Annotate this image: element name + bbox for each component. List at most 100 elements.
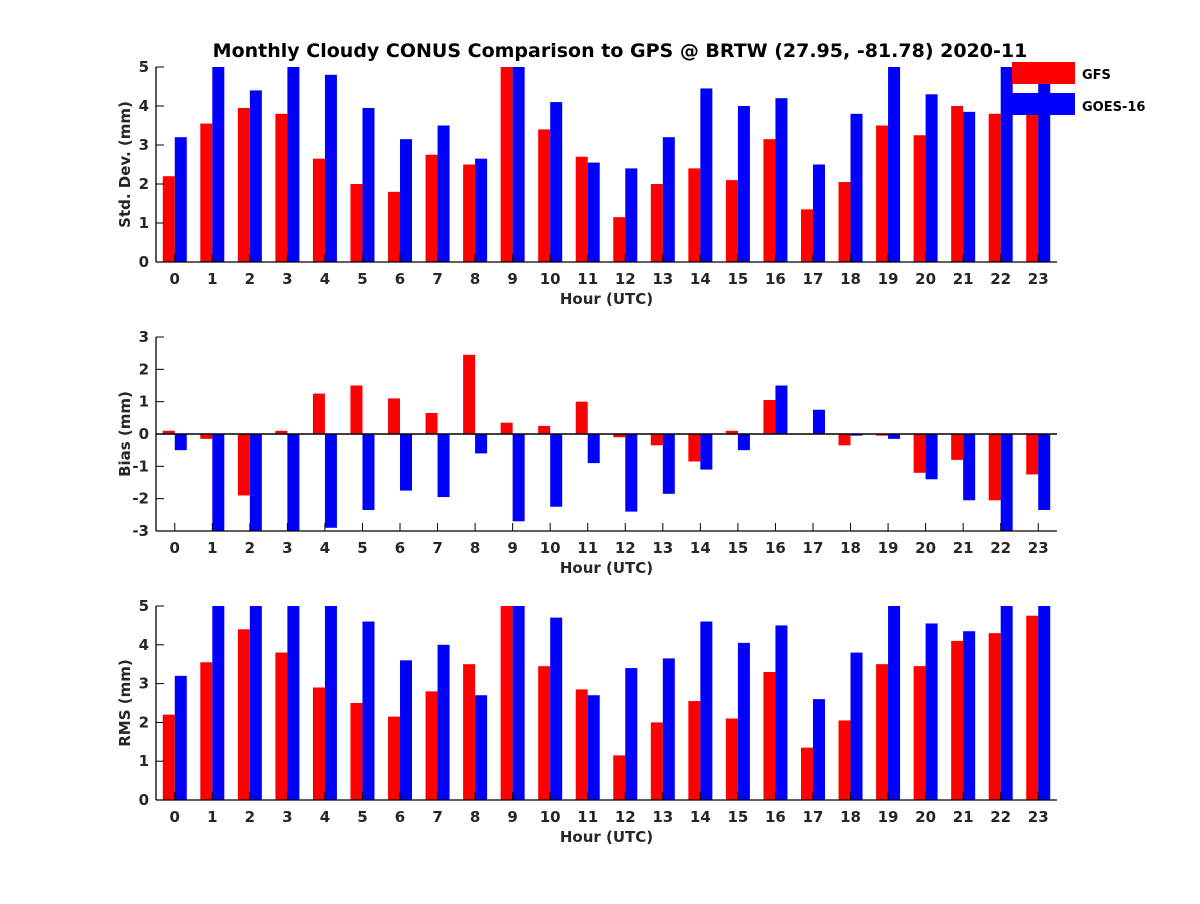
bar-goes-16-hour-14 — [700, 434, 713, 470]
bar-gfs-hour-15 — [725, 430, 738, 434]
bar-gfs-hour-3 — [275, 430, 288, 434]
x-tick-label: 17 — [803, 270, 824, 288]
bar-goes-16-hour-14 — [700, 88, 713, 262]
x-tick-label: 19 — [878, 539, 899, 557]
bar-gfs-hour-9 — [500, 422, 513, 434]
x-tick-label: 16 — [765, 270, 786, 288]
bar-goes-16-hour-9 — [512, 606, 525, 800]
bar-goes-16-hour-10 — [550, 434, 563, 507]
bar-gfs-hour-11 — [575, 689, 588, 800]
bar-gfs-hour-22 — [988, 633, 1001, 800]
bar-goes-16-hour-18 — [850, 652, 863, 800]
x-tick-label: 5 — [357, 270, 367, 288]
bar-gfs-hour-20 — [913, 666, 926, 800]
bar-goes-16-hour-15 — [737, 642, 750, 800]
bar-goes-16-hour-17 — [812, 164, 825, 262]
bar-gfs-hour-8 — [463, 354, 476, 434]
bar-gfs-hour-19 — [876, 664, 889, 800]
y-tick-label: 1 — [139, 214, 149, 232]
y-tick-label: 1 — [139, 752, 149, 770]
bar-goes-16-hour-4 — [324, 74, 337, 262]
bar-goes-16-hour-0 — [174, 675, 187, 800]
bar-gfs-hour-21 — [951, 106, 964, 262]
bar-gfs-hour-2 — [237, 107, 250, 262]
x-tick-label: 23 — [1028, 808, 1049, 826]
bar-goes-16-hour-16 — [775, 98, 788, 262]
x-tick-label: 21 — [953, 270, 974, 288]
x-axis-label: Hour (UTC) — [560, 828, 653, 846]
bar-gfs-hour-9 — [500, 606, 513, 800]
bar-goes-16-hour-7 — [437, 644, 450, 800]
bar-goes-16-hour-22 — [1000, 67, 1013, 262]
y-tick-label: 1 — [139, 393, 149, 411]
bar-gfs-hour-11 — [575, 401, 588, 434]
bar-gfs-hour-11 — [575, 156, 588, 262]
bar-goes-16-hour-8 — [475, 158, 488, 262]
x-tick-label: 12 — [615, 539, 636, 557]
chart-legend: GFS GOES-16 — [1012, 62, 1145, 115]
bar-goes-16-hour-11 — [587, 695, 600, 800]
x-tick-label: 21 — [953, 808, 974, 826]
x-tick-label: 17 — [803, 539, 824, 557]
chart-title: Monthly Cloudy CONUS Comparison to GPS @… — [213, 40, 1028, 62]
bar-goes-16-hour-15 — [737, 106, 750, 262]
bar-goes-16-hour-8 — [475, 434, 488, 454]
y-axis-label: Bias (mm) — [116, 391, 134, 477]
bar-gfs-hour-22 — [988, 113, 1001, 262]
y-tick-label: 2 — [139, 175, 149, 193]
x-tick-label: 9 — [507, 270, 517, 288]
x-tick-label: 6 — [395, 808, 405, 826]
x-tick-label: 3 — [282, 808, 292, 826]
bar-gfs-hour-2 — [237, 434, 250, 496]
x-tick-label: 20 — [915, 808, 936, 826]
y-tick-label: 0 — [139, 253, 149, 271]
bar-goes-16-hour-2 — [249, 90, 262, 263]
bar-goes-16-hour-20 — [925, 623, 938, 800]
bar-goes-16-hour-21 — [963, 434, 976, 501]
x-tick-label: 23 — [1028, 539, 1049, 557]
y-tick-label: 0 — [139, 425, 149, 443]
x-tick-label: 6 — [395, 270, 405, 288]
x-tick-label: 18 — [840, 808, 861, 826]
y-tick-label: 2 — [139, 713, 149, 731]
x-tick-label: 18 — [840, 539, 861, 557]
bar-gfs-hour-4 — [312, 158, 325, 262]
bar-goes-16-hour-2 — [249, 434, 262, 531]
bar-gfs-hour-7 — [425, 691, 438, 800]
y-tick-label: 3 — [139, 328, 149, 346]
bar-goes-16-hour-20 — [925, 94, 938, 262]
x-tick-label: 2 — [245, 270, 255, 288]
bar-goes-16-hour-1 — [212, 67, 225, 262]
y-axis-label: RMS (mm) — [116, 659, 134, 746]
bar-gfs-hour-3 — [275, 113, 288, 262]
x-tick-label: 4 — [320, 808, 330, 826]
x-tick-label: 7 — [432, 808, 442, 826]
bar-goes-16-hour-5 — [362, 621, 375, 800]
y-tick-label: 4 — [139, 97, 149, 115]
bar-goes-16-hour-5 — [362, 107, 375, 262]
bar-gfs-hour-1 — [200, 662, 213, 800]
bar-goes-16-hour-10 — [550, 102, 563, 262]
bar-goes-16-hour-9 — [512, 434, 525, 522]
bar-gfs-hour-10 — [538, 425, 551, 434]
bar-gfs-hour-21 — [951, 434, 964, 460]
bar-gfs-hour-6 — [388, 398, 401, 434]
bar-goes-16-hour-16 — [775, 385, 788, 434]
x-tick-label: 1 — [207, 270, 217, 288]
bar-gfs-hour-15 — [725, 180, 738, 262]
bar-goes-16-hour-15 — [737, 434, 750, 451]
y-tick-label: 5 — [139, 58, 149, 76]
bar-goes-16-hour-13 — [662, 658, 675, 800]
x-tick-label: 11 — [577, 539, 598, 557]
bar-gfs-hour-7 — [425, 412, 438, 434]
bar-goes-16-hour-21 — [963, 111, 976, 262]
x-tick-label: 6 — [395, 539, 405, 557]
bar-gfs-hour-4 — [312, 393, 325, 434]
x-axis-label: Hour (UTC) — [560, 290, 653, 308]
bar-goes-16-hour-13 — [662, 434, 675, 494]
bar-goes-16-hour-0 — [174, 137, 187, 262]
bar-gfs-hour-8 — [463, 164, 476, 262]
x-tick-label: 13 — [652, 539, 673, 557]
